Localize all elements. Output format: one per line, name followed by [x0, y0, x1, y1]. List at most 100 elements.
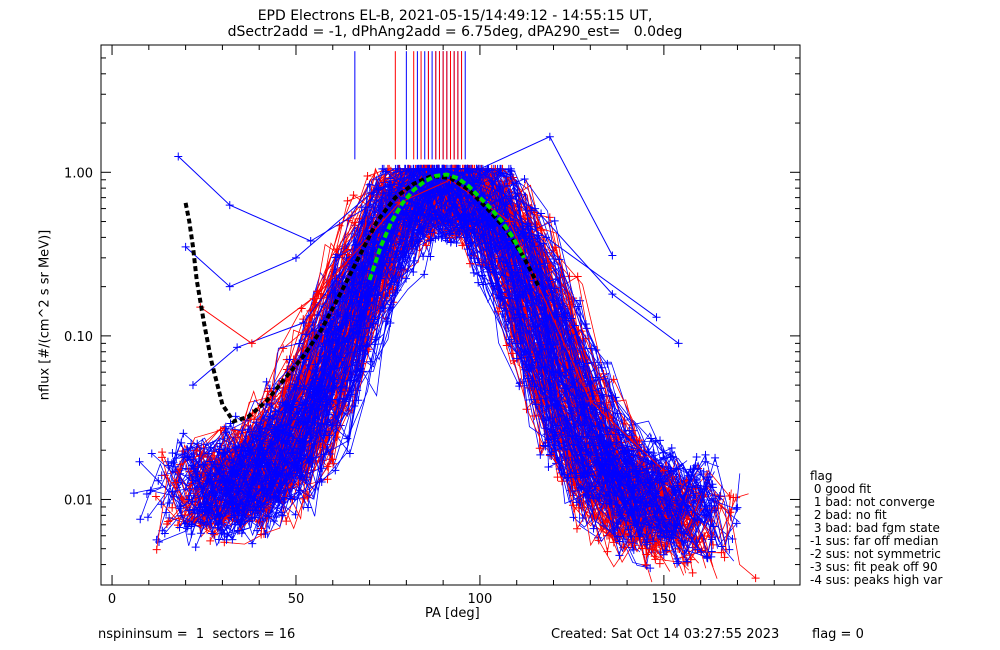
blue-series-point — [246, 506, 255, 515]
plot-frame — [100, 44, 801, 586]
outlier-point — [674, 339, 683, 348]
blue-series-point — [708, 483, 717, 492]
blue-series-point — [495, 182, 504, 191]
red-series-point — [349, 191, 358, 200]
blue-series-point — [175, 523, 184, 532]
blue-series-line — [187, 168, 721, 523]
legend-item: 1 bad: not converge — [810, 495, 935, 509]
blue-series-point — [512, 179, 521, 188]
red-series-point — [451, 231, 460, 240]
blue-series-point — [576, 471, 585, 480]
blue-series-point — [536, 450, 545, 459]
red-series-point — [732, 493, 741, 502]
blue-series-point — [205, 457, 214, 466]
red-series-point — [532, 398, 541, 407]
blue-series-line — [209, 168, 723, 539]
red-series-point — [180, 510, 189, 519]
fit-layer — [183, 51, 541, 424]
blue-series-point — [461, 210, 470, 219]
blue-series-point — [270, 427, 279, 436]
outlier-point — [188, 381, 197, 390]
blue-series-point — [699, 467, 708, 476]
blue-series-point — [561, 371, 570, 380]
blue-series-point — [177, 511, 186, 520]
blue-series-point — [402, 274, 411, 283]
blue-series-point — [409, 256, 418, 265]
red-series-point — [581, 334, 590, 343]
blue-series-point — [625, 426, 634, 435]
blue-series-point — [494, 168, 503, 177]
blue-series-point — [431, 234, 440, 243]
blue-series-point — [526, 222, 535, 231]
blue-series-point — [649, 537, 658, 546]
blue-series-point — [497, 292, 506, 301]
blue-series-point — [595, 493, 604, 502]
outlier-point — [531, 204, 540, 213]
y-tick-label: 0.10 — [64, 330, 93, 345]
legend-item: -4 sus: peaks high var — [810, 573, 943, 587]
blue-series-point — [514, 254, 523, 263]
red-series-point — [343, 196, 352, 205]
legend-item: -2 sus: not symmetric — [810, 547, 941, 561]
blue-series-point — [387, 300, 396, 309]
outlier-point — [652, 313, 661, 322]
blue-series-point — [196, 517, 205, 526]
blue-series-point — [642, 464, 651, 473]
blue-series-point — [298, 415, 307, 424]
blue-series-point — [434, 188, 443, 197]
outlier-point — [174, 152, 183, 161]
blue-series-point — [183, 453, 192, 462]
blue-series-point — [354, 396, 363, 405]
y-tick-label: 1.00 — [64, 166, 93, 181]
blue-series-point — [252, 418, 261, 427]
blue-series-point — [627, 431, 636, 440]
blue-series-point — [537, 209, 546, 218]
blue-series-point — [157, 500, 166, 509]
outlier-point — [299, 318, 308, 327]
blue-series-point — [238, 426, 247, 435]
blue-series-point — [385, 280, 394, 289]
blue-series-point — [569, 420, 578, 429]
blue-series-point — [446, 238, 455, 247]
blue-series-point — [566, 469, 575, 478]
blue-series-point — [220, 530, 229, 539]
blue-series-point — [165, 499, 174, 508]
red-series-point — [162, 519, 171, 528]
outlier-point — [247, 339, 256, 348]
blue-series-point — [701, 450, 710, 459]
blue-series-point — [337, 387, 346, 396]
red-series-point — [507, 349, 516, 358]
blue-series-point — [201, 460, 210, 469]
blue-series-point — [703, 473, 712, 482]
blue-series-point — [651, 459, 660, 468]
blue-series-point — [369, 319, 378, 328]
blue-series-point — [643, 535, 652, 544]
red-series-point — [553, 473, 562, 482]
blue-series-point — [613, 532, 622, 541]
blue-series-point — [629, 493, 638, 502]
blue-series-point — [605, 499, 614, 508]
blue-series-point — [220, 503, 229, 512]
blue-series-point — [143, 513, 152, 522]
outlier-point — [225, 282, 234, 291]
blue-series-point — [550, 216, 559, 225]
blue-series-point — [627, 532, 636, 541]
blue-series-point — [423, 224, 432, 233]
blue-series-point — [378, 189, 387, 198]
red-series-point — [751, 574, 760, 583]
blue-series-point — [258, 484, 267, 493]
blue-series-point — [707, 547, 716, 556]
blue-series-point — [588, 422, 597, 431]
blue-series-point — [693, 545, 702, 554]
red-series-point — [363, 172, 372, 181]
red-series-point — [565, 272, 574, 281]
blue-series-point — [645, 497, 654, 506]
blue-series-point — [360, 315, 369, 324]
blue-series-point — [190, 505, 199, 514]
outlier-point — [468, 168, 477, 177]
flag-legend: flag 0 good fit 1 bad: not converge 2 ba… — [810, 470, 942, 587]
outlier-point — [542, 233, 551, 242]
blue-series-point — [353, 293, 362, 302]
blue-series-point — [147, 449, 156, 458]
blue-series-point — [670, 488, 679, 497]
